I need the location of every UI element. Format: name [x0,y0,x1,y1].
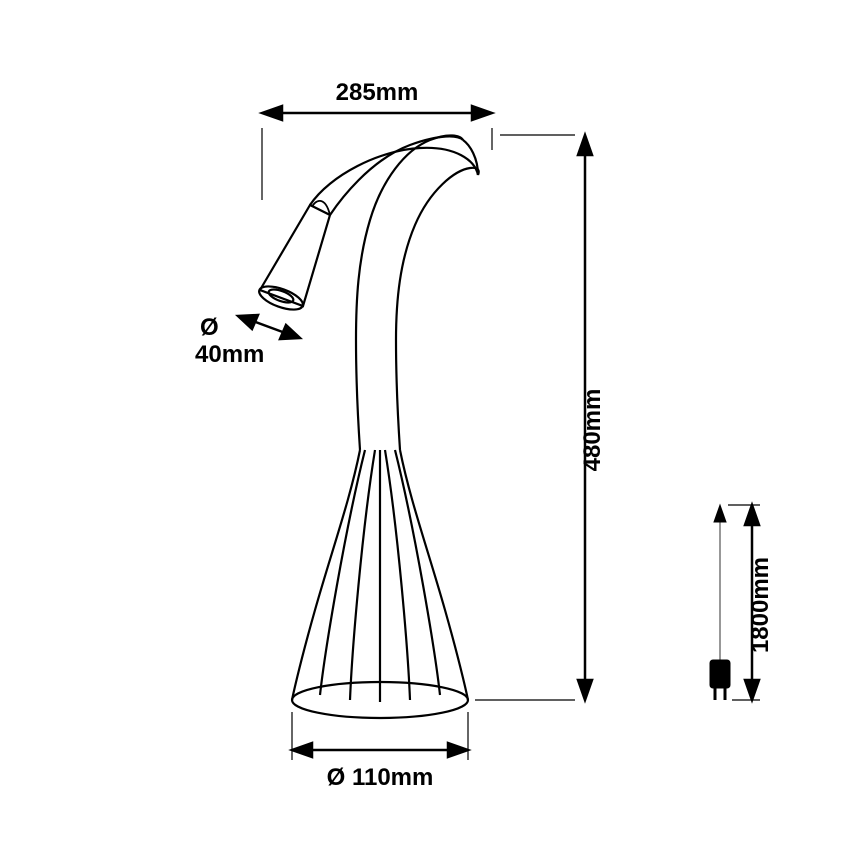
dim-height-right [475,135,592,700]
dim-base-diameter [292,712,468,760]
dim-head-diameter [238,315,300,339]
dim-cord-length-label: 1800mm [747,557,774,653]
dim-height-right-label: 480mm [579,389,606,472]
diagram-svg: 285mm 480mm Ø 110mm Ø 40mm [0,0,868,868]
dim-width-top-label: 285mm [336,79,419,106]
dim-base-diameter-label: Ø 110mm [327,764,434,791]
dim-head-diameter-label: Ø [200,314,219,341]
lamp-dimension-diagram: 285mm 480mm Ø 110mm Ø 40mm [0,0,868,868]
dim-head-diameter-value: 40mm [195,341,264,368]
lamp-outline [256,135,478,718]
cord-plug [710,505,730,700]
